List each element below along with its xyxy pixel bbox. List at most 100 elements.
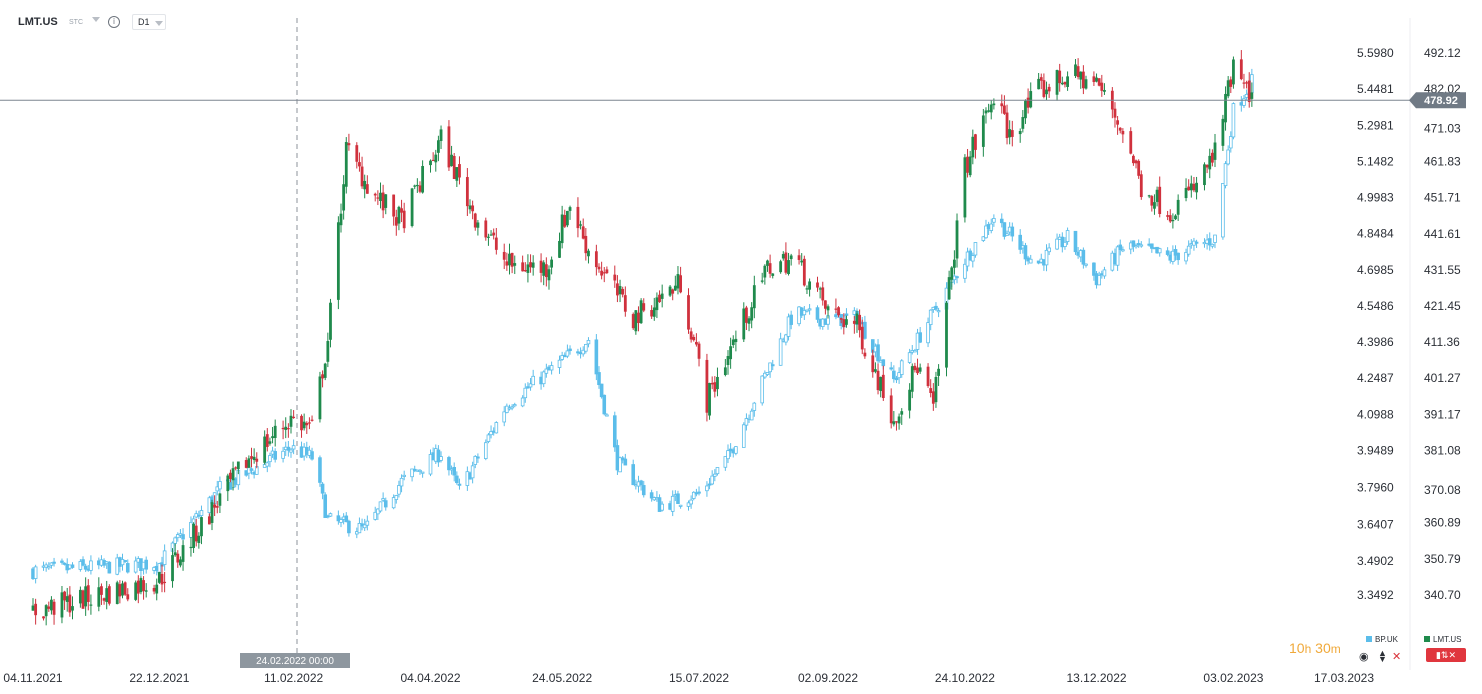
candle-body — [1147, 195, 1151, 197]
candle-body — [952, 259, 956, 268]
candle-body — [236, 461, 240, 470]
candle-body — [892, 421, 896, 425]
candle-body — [531, 375, 535, 386]
candle-body — [544, 264, 548, 278]
candle-body — [473, 456, 478, 465]
left-axis-tick: 3.3492 — [1357, 588, 1394, 602]
candle-body — [1005, 112, 1009, 139]
candle-body — [1092, 76, 1096, 83]
candle-body — [1247, 80, 1251, 103]
candle-body — [489, 234, 493, 236]
candle-body — [1189, 183, 1193, 191]
x-axis-tick: 17.03.2023 — [1314, 671, 1374, 685]
candle-body — [966, 156, 969, 173]
candle-body — [929, 388, 933, 394]
candle-body — [523, 270, 527, 272]
candle-body — [362, 524, 367, 529]
candle-body — [989, 104, 993, 113]
timer-minutes: 30 — [1315, 640, 1331, 656]
candle-body — [918, 332, 922, 343]
candle-body — [568, 348, 572, 352]
candle-body — [226, 475, 230, 492]
candle-body — [194, 525, 198, 542]
candle-body — [176, 553, 180, 563]
candle-body — [926, 322, 930, 344]
info-icon[interactable]: i — [108, 16, 120, 28]
candle-body — [68, 594, 72, 613]
close-icon[interactable]: ✕ — [1392, 651, 1402, 663]
candle-body — [502, 411, 507, 423]
candle-body — [1187, 186, 1191, 191]
candle-body — [1047, 247, 1051, 253]
candle-body — [670, 495, 675, 512]
eye-icon[interactable]: ◉ — [1359, 651, 1369, 663]
candle-body — [650, 310, 654, 317]
candle-body — [752, 285, 756, 309]
symbol-name[interactable]: LMT.US — [18, 16, 58, 28]
candle-body — [673, 285, 677, 291]
candle-body — [765, 372, 770, 375]
candle-body — [808, 281, 811, 290]
candle-body — [934, 376, 938, 403]
candle-body — [247, 458, 251, 468]
candle-body — [936, 310, 941, 313]
candle-body — [505, 261, 509, 266]
candle-body — [105, 588, 109, 602]
candle-body — [541, 371, 546, 385]
candle-body — [858, 314, 862, 331]
candle-body — [963, 263, 967, 279]
candle-body — [766, 260, 769, 266]
reorder-icon[interactable]: ▲ ▼ — [1378, 648, 1387, 664]
candle-body — [399, 477, 404, 487]
candle-body — [255, 458, 259, 462]
candle-body — [723, 367, 727, 376]
symbol-dropdown-icon[interactable] — [92, 17, 100, 22]
legend-lmt-us[interactable]: LMT.US — [1424, 635, 1461, 644]
candle-body — [1074, 64, 1077, 76]
candle-body — [189, 521, 193, 538]
candle-body — [52, 561, 56, 564]
candle-body — [871, 355, 875, 373]
candle-body — [1153, 202, 1156, 209]
candle-body — [50, 599, 53, 611]
legend-label-lmt-us: LMT.US — [1433, 635, 1462, 644]
candle-body — [71, 606, 74, 611]
candle-body — [100, 586, 103, 595]
candle-body — [134, 582, 138, 600]
candle-body — [658, 294, 661, 303]
series-settings-button[interactable]: ▮⇅✕ — [1426, 648, 1466, 662]
candle-body — [1076, 66, 1080, 78]
candle-body — [1092, 262, 1096, 276]
candle-body — [1173, 249, 1178, 256]
candle-body — [691, 491, 696, 499]
candle-body — [1137, 160, 1141, 176]
candle-body — [1018, 131, 1022, 135]
candle-body — [268, 455, 272, 463]
candle-body — [805, 309, 809, 312]
candle-body — [1047, 86, 1051, 92]
timeframe-select[interactable]: D1 — [132, 14, 166, 30]
candle-body — [999, 218, 1004, 224]
candle-body — [465, 177, 469, 207]
candle-body — [989, 223, 994, 231]
candle-body — [908, 389, 912, 411]
candle-body — [807, 308, 812, 311]
x-axis-tick: 13.12.2022 — [1067, 671, 1127, 685]
candle-body — [281, 450, 285, 459]
candle-body — [1232, 59, 1235, 85]
candle-body — [123, 560, 127, 563]
candle-body — [844, 313, 849, 316]
candle-body — [263, 436, 267, 463]
candle-body — [726, 450, 730, 460]
candle-body — [199, 510, 204, 516]
candle-body — [44, 564, 48, 568]
legend-swatch-bp-uk — [1366, 636, 1372, 642]
legend-swatch-lmt-us — [1424, 636, 1430, 642]
left-axis-tick: 4.8484 — [1357, 227, 1394, 241]
candle-body — [273, 425, 277, 438]
candle-body — [397, 206, 401, 224]
candle-body — [1210, 243, 1215, 247]
legend-bp-uk[interactable]: BP.UK — [1366, 635, 1398, 644]
candle-body — [394, 495, 399, 500]
